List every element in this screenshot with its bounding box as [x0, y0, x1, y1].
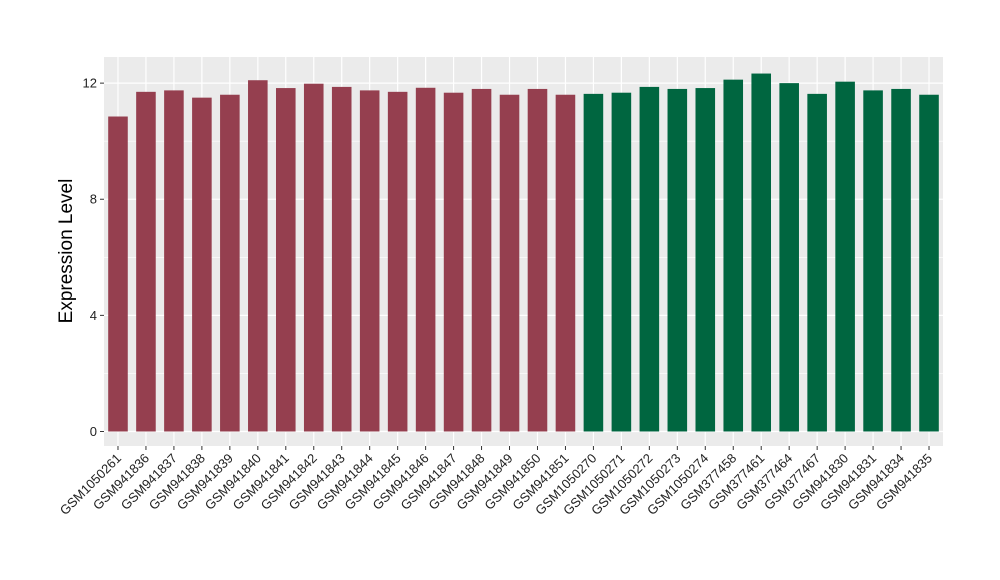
bar-GSM941835: [919, 94, 939, 432]
bar-GSM941831: [863, 90, 883, 432]
plot-panel: [104, 57, 943, 446]
bar-GSM377461: [751, 73, 772, 432]
bar-GSM941847: [443, 92, 464, 432]
bar-GSM941849: [499, 94, 520, 432]
bar-GSM941836: [136, 91, 156, 432]
bar-GSM941848: [471, 88, 492, 432]
y-tick-label: 12: [83, 76, 97, 91]
bar-GSM1050273: [667, 88, 688, 432]
y-tick-label: 4: [90, 308, 97, 323]
bar-GSM377467: [807, 93, 827, 432]
bar-GSM941842: [303, 83, 324, 432]
x-axis: GSM1050261GSM941836GSM941837GSM941838GSM…: [57, 446, 935, 518]
bar-GSM1050274: [695, 88, 716, 432]
bar-GSM941841: [275, 88, 296, 432]
y-axis-title: Expression Level: [56, 179, 77, 324]
bar-GSM941837: [164, 90, 184, 432]
bar-GSM941840: [248, 80, 268, 432]
bar-GSM377464: [779, 83, 799, 432]
bar-GSM1050261: [108, 116, 128, 432]
bar-GSM941845: [387, 91, 408, 432]
bar-GSM941851: [555, 94, 576, 432]
bar-GSM1050272: [639, 86, 660, 432]
y-tick-label: 0: [90, 424, 97, 439]
bar-GSM941850: [527, 88, 548, 432]
bar-GSM941834: [891, 88, 911, 432]
bar-GSM941843: [331, 86, 352, 432]
y-axis: 0 4 8 12: [83, 76, 104, 439]
bar-GSM377458: [723, 79, 744, 432]
bar-GSM1050270: [583, 93, 604, 432]
bar-GSM1050271: [611, 92, 632, 432]
y-tick-label: 8: [90, 192, 97, 207]
bar-GSM941830: [835, 81, 855, 432]
bars: [108, 73, 939, 432]
bar-GSM941839: [220, 94, 240, 432]
bar-GSM941838: [192, 97, 212, 432]
bar-GSM941844: [359, 90, 380, 432]
bar-GSM941846: [415, 87, 436, 432]
